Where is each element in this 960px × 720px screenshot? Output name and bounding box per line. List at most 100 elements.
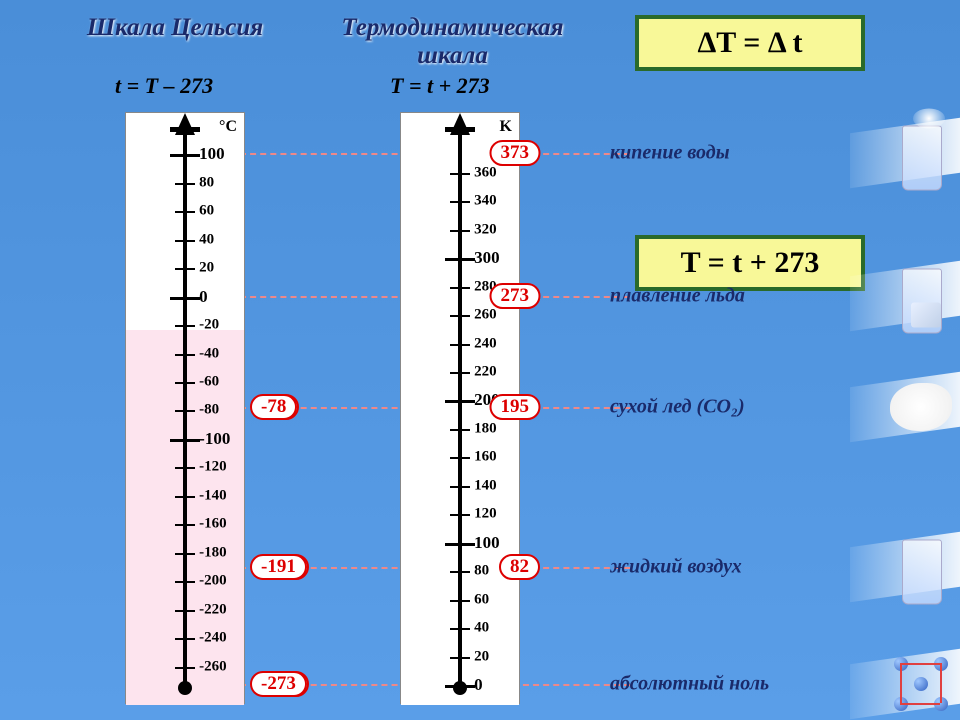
- tick: [445, 258, 475, 261]
- bubble-kelvin: 82: [499, 554, 540, 580]
- tick: [445, 400, 475, 403]
- tick: [450, 486, 470, 488]
- tick-label: -100: [199, 429, 230, 449]
- tick: [175, 268, 195, 270]
- tick-label: 320: [474, 221, 497, 238]
- tick: [175, 610, 195, 612]
- tick-label: 0: [199, 287, 208, 307]
- tick-label: 100: [474, 533, 500, 553]
- reference-label: абсолютный ноль: [610, 673, 769, 696]
- tick-label: -160: [199, 516, 227, 533]
- tick: [450, 457, 470, 459]
- tick-label: 40: [199, 231, 214, 248]
- unit-kelvin: K: [500, 118, 512, 136]
- formula-kelvin: T = t + 273: [390, 73, 490, 99]
- tick: [175, 410, 195, 412]
- tick: [450, 514, 470, 516]
- reference-label: сухой лед (CO₂): [610, 395, 745, 418]
- tick-label: 0: [474, 675, 483, 695]
- tick: [175, 667, 195, 669]
- tick-label: -240: [199, 630, 227, 647]
- tick-label: 180: [474, 420, 497, 437]
- tick-label: -20: [199, 317, 219, 334]
- tick: [170, 154, 200, 157]
- tick: [175, 382, 195, 384]
- tick-label: 120: [474, 506, 497, 523]
- tick: [175, 467, 195, 469]
- tick: [175, 524, 195, 526]
- ref-image: [890, 653, 952, 715]
- reference-label: плавление льда: [610, 284, 745, 307]
- tick-label: -260: [199, 658, 227, 675]
- tick: [450, 344, 470, 346]
- tick: [450, 287, 470, 289]
- tick: [450, 571, 470, 573]
- tick: [175, 638, 195, 640]
- tick-label: 220: [474, 364, 497, 381]
- tick-label: 20: [199, 260, 214, 277]
- box-conversion: T = t + 273: [635, 235, 865, 291]
- tick: [170, 297, 200, 300]
- ref-image: [896, 258, 948, 333]
- ref-image: [896, 116, 948, 191]
- unit-celsius: °C: [219, 118, 237, 136]
- tick-label: 360: [474, 164, 497, 181]
- tick-label: 340: [474, 193, 497, 210]
- formula-celsius: t = T – 273: [115, 73, 213, 99]
- tick-label: -60: [199, 373, 219, 390]
- tick-label: -180: [199, 544, 227, 561]
- tick-label: 20: [474, 648, 489, 665]
- tick-label: 240: [474, 335, 497, 352]
- tick: [175, 183, 195, 185]
- tick: [175, 240, 195, 242]
- bubble-celsius: -273: [250, 671, 307, 697]
- tick: [450, 201, 470, 203]
- tick-label: -80: [199, 402, 219, 419]
- reference-label: кипение воды: [610, 142, 730, 165]
- tick: [445, 685, 475, 688]
- tick-label: 80: [199, 174, 214, 191]
- tick-label: -200: [199, 573, 227, 590]
- header-celsius: Шкала Цельсия: [60, 14, 290, 42]
- celsius-scale: °C 100 80 60 40 20 0 -20 -40 -60 -80 -100 -120 -140 -…: [125, 112, 245, 704]
- tick-label: -40: [199, 345, 219, 362]
- tick: [175, 496, 195, 498]
- tick: [450, 628, 470, 630]
- tick: [450, 230, 470, 232]
- tick: [450, 429, 470, 431]
- tick-label: 160: [474, 449, 497, 466]
- bubble-kelvin: 195: [490, 394, 541, 420]
- tick: [450, 372, 470, 374]
- tick-label: 40: [474, 620, 489, 637]
- tick-label: 260: [474, 307, 497, 324]
- tick-label: 300: [474, 248, 500, 268]
- bubble-kelvin: 373: [490, 140, 541, 166]
- tick: [450, 173, 470, 175]
- tick: [450, 657, 470, 659]
- tick: [175, 325, 195, 327]
- tick-label: -220: [199, 601, 227, 618]
- tick-label: -120: [199, 459, 227, 476]
- tick-label: 60: [199, 203, 214, 220]
- tick: [175, 354, 195, 356]
- bubble-celsius: -191: [250, 554, 307, 580]
- ref-image: [896, 530, 948, 605]
- reference-label: жидкий воздух: [610, 556, 742, 579]
- tick: [450, 600, 470, 602]
- tick: [175, 581, 195, 583]
- bubble-celsius: -78: [250, 394, 297, 420]
- tick: [445, 543, 475, 546]
- tick: [450, 315, 470, 317]
- tick: [175, 211, 195, 213]
- tick: [170, 439, 200, 442]
- tick-label: 80: [474, 563, 489, 580]
- tick-label: 100: [199, 144, 225, 164]
- tick-label: 60: [474, 591, 489, 608]
- tick-label: -140: [199, 487, 227, 504]
- ref-image: [890, 383, 952, 431]
- header-kelvin: Термодинамическая шкала: [305, 14, 600, 70]
- tick-label: 140: [474, 477, 497, 494]
- bubble-kelvin: 273: [490, 283, 541, 309]
- box-delta: ΔT = Δ t: [635, 15, 865, 71]
- tick: [175, 553, 195, 555]
